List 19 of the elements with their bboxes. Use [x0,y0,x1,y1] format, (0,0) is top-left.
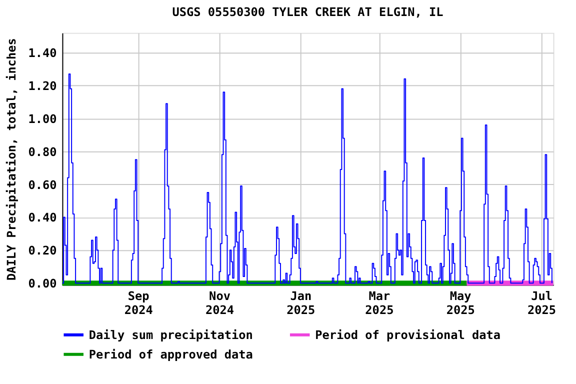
legend-label: Period of provisional data [315,328,501,342]
y-tick-label: 0.80 [28,144,57,159]
y-tick-label: 0.40 [28,210,57,225]
y-tick-label: 0.00 [28,276,57,291]
x-tick-label: Sep 2024 [124,289,153,317]
x-tick-label: May 2025 [446,289,475,317]
y-tick-label: 0.60 [28,178,57,192]
x-tick-label: Mar 2025 [365,289,394,317]
y-tick-label: 0.20 [28,244,57,258]
y-tick-label: 1.40 [28,46,57,60]
x-tick-label: Jul 2025 [528,289,556,317]
y-axis-title: DAILY Precipitation, total, inches [4,38,18,281]
chart-title: USGS 05550300 TYLER CREEK AT ELGIN, IL [172,5,444,20]
y-tick-label: 1.00 [28,112,57,126]
x-tick-label: Jan 2025 [286,289,316,317]
y-tick-label: 1.20 [28,78,57,93]
legend-label: Daily sum precipitation [88,328,253,342]
x-tick-label: Nov 2024 [205,289,234,317]
legend-label: Period of approved data [88,347,253,362]
